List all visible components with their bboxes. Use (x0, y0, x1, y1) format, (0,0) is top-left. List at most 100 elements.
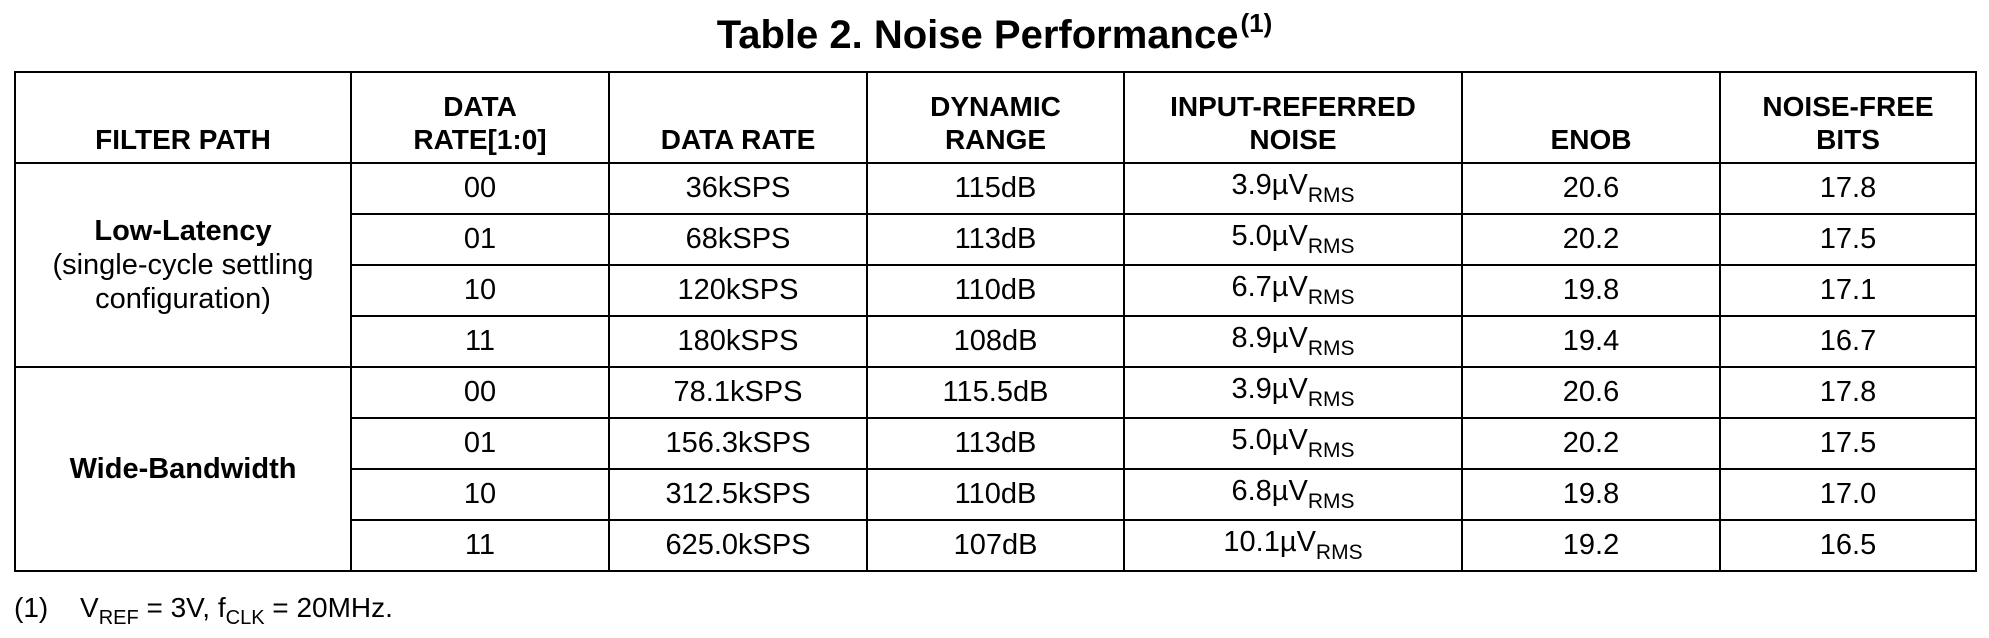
noise-unit-subscript: RMS (1307, 337, 1355, 360)
dynamic-range-cell: 108dB (866, 315, 1125, 368)
header-dynamic-range: DYNAMIC RANGE (866, 71, 1125, 164)
data-rate-cell: 180kSPS (608, 315, 868, 368)
noise-unit: V (1288, 271, 1308, 303)
noise-value: 5.0 (1231, 220, 1272, 252)
footnote: (1) VREF = 3V, fCLK = 20MHz. (14, 592, 393, 630)
vref-value: = 3V, (138, 592, 218, 623)
table-row: Low-Latency (single-cycle settling configu… (14, 162, 1977, 368)
vref-symbol: V (80, 592, 99, 623)
enob-cell: 19.4 (1461, 315, 1721, 368)
noise-unit-subscript: RMS (1315, 541, 1363, 564)
table-body: Low-Latency (single-cycle settling configu… (14, 162, 1977, 572)
noise-value: 3.9 (1231, 373, 1272, 405)
header-input-referred-noise: INPUT-REFERRED NOISE (1123, 71, 1463, 164)
table-row: 10 312.5kSPS 110dB 6.8µVRMS 19.8 17.0 (15, 468, 1977, 521)
input-referred-noise-cell: 3.9µVRMS (1123, 162, 1463, 215)
table-title-text: Table 2. Noise Performance (716, 13, 1239, 57)
enob-cell: 20.6 (1461, 162, 1721, 215)
noise-unit: V (1288, 424, 1308, 456)
noise-unit-subscript: RMS (1307, 286, 1355, 309)
filter-path-cell: Low-Latency (single-cycle settling configu… (14, 162, 352, 368)
data-rate-code-cell: 11 (350, 315, 610, 368)
dynamic-range-cell: 115dB (866, 162, 1125, 215)
table-title-note-ref: (1) (1240, 8, 1273, 38)
table-row: 10 120kSPS 110dB 6.7µVRMS 19.8 17.1 (15, 264, 1977, 317)
noise-unit: V (1288, 373, 1308, 405)
noise-unit: V (1288, 322, 1308, 354)
header-data-rate: DATA RATE (608, 71, 868, 164)
dynamic-range-cell: 115.5dB (866, 366, 1125, 419)
data-rate-code-cell: 10 (350, 264, 610, 317)
noise-unit-prefix: µ (1271, 475, 1289, 507)
fclk-subscript: CLK (225, 607, 265, 629)
noise-unit-subscript: RMS (1307, 490, 1355, 513)
data-rate-code-cell: 00 (350, 366, 610, 419)
data-rate-code-cell: 00 (350, 162, 610, 215)
noise-free-bits-cell: 17.8 (1719, 162, 1977, 215)
data-rate-cell: 68kSPS (608, 213, 868, 266)
fclk-value: = 20MHz. (264, 592, 393, 623)
enob-cell: 20.2 (1461, 213, 1721, 266)
noise-value: 3.9 (1231, 169, 1272, 201)
noise-unit: V (1288, 169, 1308, 201)
noise-unit-prefix: µ (1271, 169, 1289, 201)
data-rate-code-cell: 01 (350, 213, 610, 266)
noise-unit: V (1288, 475, 1308, 507)
noise-performance-table: FILTER PATH DATA RATE[1:0] DATA RATE DYN… (14, 71, 1977, 572)
noise-free-bits-cell: 17.5 (1719, 417, 1977, 470)
filter-path-description: configuration) (95, 283, 271, 315)
noise-unit-prefix: µ (1271, 322, 1289, 354)
footnote-mark: (1) (14, 592, 49, 623)
vref-subscript: REF (98, 607, 139, 629)
noise-unit-prefix: µ (1271, 424, 1289, 456)
noise-unit-subscript: RMS (1307, 439, 1355, 462)
data-rate-cell: 120kSPS (608, 264, 868, 317)
table-row: Wide-Bandwidth 00 78.1kSPS 115.5dB 3.9µVRMS 2… (14, 366, 1977, 572)
enob-cell: 19.8 (1461, 468, 1721, 521)
filter-path-name: Wide-Bandwidth (69, 453, 297, 485)
noise-free-bits-cell: 17.1 (1719, 264, 1977, 317)
noise-free-bits-cell: 16.7 (1719, 315, 1977, 368)
noise-unit-prefix: µ (1271, 220, 1289, 252)
data-rate-cell: 156.3kSPS (608, 417, 868, 470)
filter-path-name: Low-Latency (94, 215, 272, 247)
data-rate-code-cell: 10 (350, 468, 610, 521)
noise-unit: V (1288, 220, 1308, 252)
header-enob: ENOB (1461, 71, 1721, 164)
enob-cell: 19.2 (1461, 519, 1721, 572)
table-row: 01 68kSPS 113dB 5.0µVRMS 20.2 17.5 (15, 213, 1977, 266)
noise-value: 5.0 (1231, 424, 1272, 456)
noise-value: 10.1 (1223, 526, 1280, 558)
fclk-symbol: f (217, 592, 226, 623)
input-referred-noise-cell: 5.0µVRMS (1123, 417, 1463, 470)
header-row: FILTER PATH DATA RATE[1:0] DATA RATE DYN… (14, 71, 1977, 164)
filter-path-cell: Wide-Bandwidth (14, 366, 352, 572)
noise-unit-prefix: µ (1271, 373, 1289, 405)
enob-cell: 19.8 (1461, 264, 1721, 317)
data-rate-code-cell: 11 (350, 519, 610, 572)
dynamic-range-cell: 107dB (866, 519, 1125, 572)
enob-cell: 20.2 (1461, 417, 1721, 470)
input-referred-noise-cell: 3.9µVRMS (1123, 366, 1463, 419)
input-referred-noise-cell: 6.7µVRMS (1123, 264, 1463, 317)
dynamic-range-cell: 110dB (866, 468, 1125, 521)
noise-free-bits-cell: 17.0 (1719, 468, 1977, 521)
data-rate-cell: 78.1kSPS (608, 366, 868, 419)
noise-free-bits-cell: 17.8 (1719, 366, 1977, 419)
enob-cell: 20.6 (1461, 366, 1721, 419)
noise-value: 6.7 (1231, 271, 1272, 303)
noise-free-bits-cell: 17.5 (1719, 213, 1977, 266)
data-rate-cell: 312.5kSPS (608, 468, 868, 521)
dynamic-range-cell: 113dB (866, 417, 1125, 470)
table-row: 11 180kSPS 108dB 8.9µVRMS 19.4 16.7 (15, 315, 1977, 368)
noise-unit-subscript: RMS (1307, 184, 1355, 207)
noise-value: 6.8 (1231, 475, 1272, 507)
header-noise-free-bits: NOISE-FREE BITS (1719, 71, 1977, 164)
noise-unit-prefix: µ (1279, 526, 1297, 558)
input-referred-noise-cell: 10.1µVRMS (1123, 519, 1463, 572)
input-referred-noise-cell: 6.8µVRMS (1123, 468, 1463, 521)
noise-unit-subscript: RMS (1307, 235, 1355, 258)
noise-unit-prefix: µ (1271, 271, 1289, 303)
noise-value: 8.9 (1231, 322, 1272, 354)
header-data-rate-code: DATA RATE[1:0] (350, 71, 610, 164)
